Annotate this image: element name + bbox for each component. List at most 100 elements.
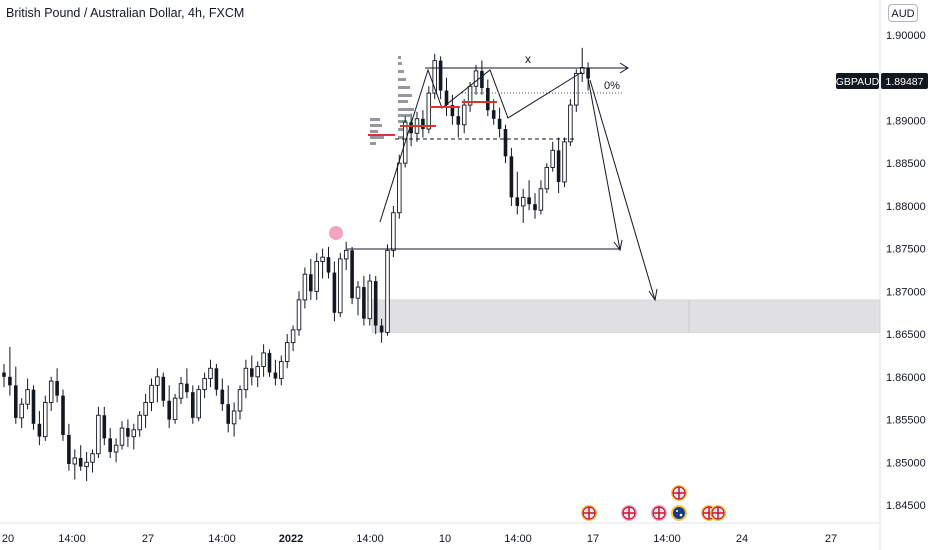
uk-flag-icon[interactable] xyxy=(581,505,597,521)
candle xyxy=(326,246,331,279)
fib-label-zero: 0% xyxy=(604,80,620,92)
candle xyxy=(191,385,195,424)
candle xyxy=(332,261,337,322)
candles-group xyxy=(2,47,590,482)
candle xyxy=(379,318,384,343)
candle xyxy=(456,107,461,138)
uk-flag-icon[interactable] xyxy=(671,485,687,501)
symbol-label: GBPAUD xyxy=(836,76,880,88)
drawings-group[interactable] xyxy=(347,62,658,302)
candle xyxy=(250,355,254,386)
time-tick-label: 14:00 xyxy=(356,533,384,545)
demand-zone-rect[interactable] xyxy=(371,299,881,333)
candle xyxy=(84,452,89,482)
price-tick-label: 1.90000 xyxy=(886,30,926,42)
candle xyxy=(473,64,479,95)
candle xyxy=(586,62,590,91)
candle xyxy=(37,411,42,446)
volume-profile-bar xyxy=(398,86,410,89)
time-tick-label: 14:00 xyxy=(58,533,86,545)
uk-flag-icon[interactable] xyxy=(621,505,637,521)
candle xyxy=(515,171,520,215)
candle xyxy=(343,241,349,270)
candle xyxy=(562,137,567,188)
candle xyxy=(113,438,119,463)
price-tick-label: 1.86000 xyxy=(886,372,926,384)
economic-events[interactable] xyxy=(581,485,726,521)
volume-profile-bar xyxy=(398,108,414,111)
candle xyxy=(8,346,12,396)
projection-arrow-2[interactable] xyxy=(589,79,656,301)
volume-profile-bar xyxy=(398,62,402,65)
candle xyxy=(574,69,579,112)
current-price-badge: GBPAUD 1.89487 xyxy=(836,73,928,89)
pattern-label-x: x xyxy=(525,52,531,66)
candle xyxy=(214,364,219,396)
candle xyxy=(237,385,243,420)
projection-arrowhead-1 xyxy=(613,239,623,252)
candle xyxy=(362,275,366,326)
candle xyxy=(338,252,343,317)
volume-profile-bar xyxy=(370,118,380,121)
candle xyxy=(67,423,71,471)
volume-profile-bar xyxy=(398,120,407,123)
candle xyxy=(290,325,296,352)
candle xyxy=(220,378,225,411)
uk-flag-icon[interactable] xyxy=(710,505,726,521)
uk-flag-icon[interactable] xyxy=(651,505,667,521)
double-top-pattern-line[interactable] xyxy=(379,68,583,223)
candle xyxy=(520,188,526,223)
time-tick-label: 14:00 xyxy=(653,533,681,545)
candle xyxy=(14,366,18,424)
candle xyxy=(544,163,550,194)
candle xyxy=(108,428,112,458)
candle xyxy=(350,246,354,305)
candle xyxy=(367,274,373,326)
price-tick-label: 1.89000 xyxy=(886,115,926,127)
australia-flag-icon[interactable] xyxy=(671,505,687,521)
time-tick-label: 2022 xyxy=(279,533,303,545)
candle xyxy=(185,368,189,399)
candle xyxy=(309,258,313,300)
price-tick-label: 1.86500 xyxy=(886,329,926,341)
candle xyxy=(96,406,101,458)
candle xyxy=(373,275,378,335)
price-axis[interactable]: 1.900001.895001.890001.885001.880001.875… xyxy=(886,30,926,512)
time-axis[interactable]: 20 14:00 27 14:00 2022 14:00 10 14:00 17 14:00 24 2… xyxy=(2,533,837,545)
candle xyxy=(486,79,490,117)
price-tick-label: 1.84500 xyxy=(886,500,926,512)
event-marker-circle xyxy=(329,226,343,240)
projection-arrow-1[interactable] xyxy=(587,77,621,251)
candle xyxy=(261,344,266,377)
candle xyxy=(202,372,207,399)
volume-profile-bar xyxy=(398,78,406,81)
candle xyxy=(226,385,230,433)
candle xyxy=(579,47,585,82)
candle xyxy=(355,281,361,316)
volume-profile-bar xyxy=(398,70,404,73)
volume-profile-bar xyxy=(398,128,405,131)
time-tick-label: 14:00 xyxy=(504,533,532,545)
time-tick-label: 27 xyxy=(825,533,837,545)
candle xyxy=(509,147,514,206)
candle xyxy=(172,393,178,424)
candle xyxy=(102,406,107,446)
volume-profile-bar xyxy=(370,136,384,139)
candle xyxy=(491,99,496,125)
time-tick-label: 14:00 xyxy=(208,533,236,545)
candle xyxy=(527,180,531,211)
candle xyxy=(533,193,537,219)
volume-profile-bar xyxy=(398,94,412,97)
top-ray-arrowhead xyxy=(619,62,629,74)
volume-profile-bar xyxy=(398,114,410,117)
candle xyxy=(296,291,302,336)
currency-button[interactable]: AUD xyxy=(888,4,918,22)
candle xyxy=(25,378,30,410)
candle xyxy=(273,359,278,386)
volume-profile-bar xyxy=(370,124,382,127)
candle xyxy=(497,107,502,138)
candle xyxy=(61,389,65,441)
candle xyxy=(161,372,166,407)
time-tick-label: 10 xyxy=(439,533,451,545)
